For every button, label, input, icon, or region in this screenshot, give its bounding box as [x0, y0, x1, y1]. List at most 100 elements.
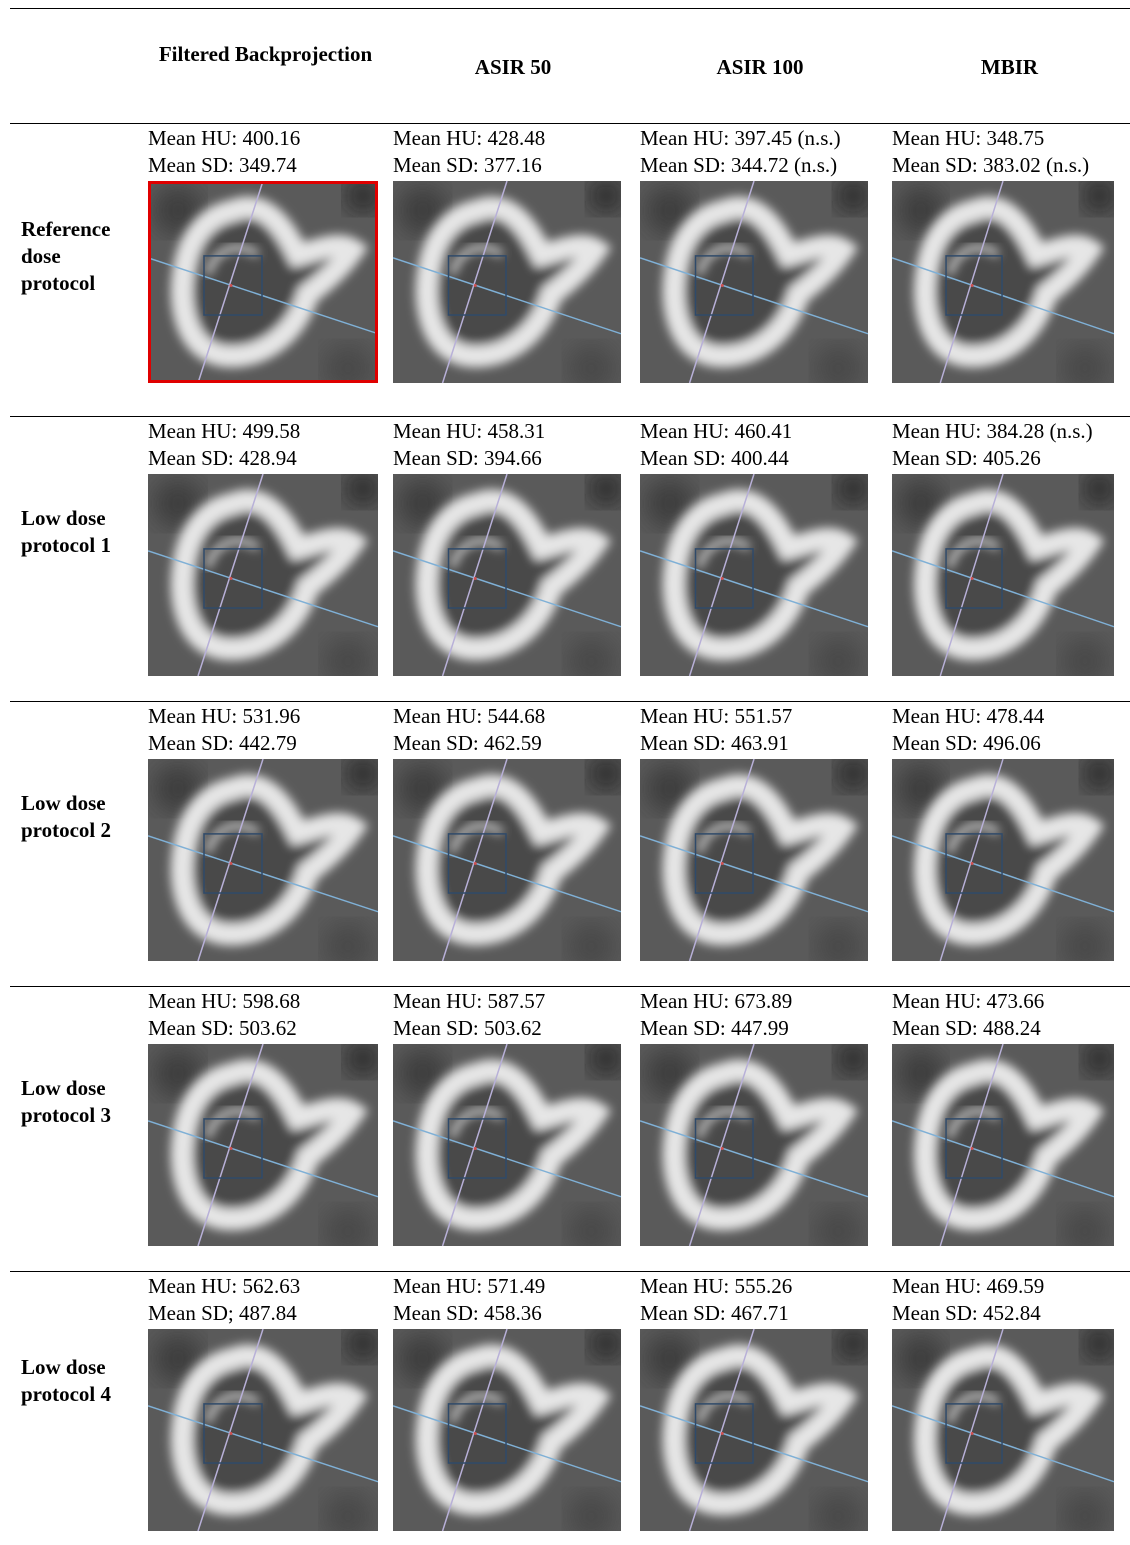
- ct-slice: [892, 759, 1114, 961]
- cell: Mean HU: 460.41Mean SD: 400.44: [640, 418, 880, 676]
- mean-hu: Mean HU: 551.57: [640, 703, 880, 730]
- rule: [10, 123, 1130, 124]
- mean-sd: Mean SD: 503.62: [148, 1015, 383, 1042]
- ct-slice: [640, 1044, 868, 1246]
- ct-slice: [148, 759, 378, 961]
- mean-hu: Mean HU: 571.49: [393, 1273, 633, 1300]
- ct-image: [393, 759, 621, 961]
- mean-sd: Mean SD: 488.24: [892, 1015, 1127, 1042]
- row-label: Low dose protocol 3: [21, 1075, 133, 1129]
- ct-image: [640, 759, 868, 961]
- mean-sd: Mean SD: 467.71: [640, 1300, 880, 1327]
- row-label: Low dose protocol 1: [21, 505, 133, 559]
- ct-image: [640, 1329, 868, 1531]
- ct-slice: [393, 1329, 621, 1531]
- column-header: Filtered Backprojection: [148, 40, 383, 68]
- ct-slice: [892, 1044, 1114, 1246]
- mean-sd: Mean SD: 377.16: [393, 152, 633, 179]
- ct-slice: [393, 474, 621, 676]
- mean-hu: Mean HU: 473.66: [892, 988, 1127, 1015]
- cell: Mean HU: 384.28 (n.s.)Mean SD: 405.26: [892, 418, 1127, 676]
- ct-image: [148, 181, 378, 383]
- ct-slice: [640, 474, 868, 676]
- ct-image: [148, 1044, 378, 1246]
- mean-sd: Mean SD; 487.84: [148, 1300, 383, 1327]
- ct-image: [393, 1044, 621, 1246]
- ct-image: [892, 181, 1114, 383]
- ct-slice: [892, 474, 1114, 676]
- mean-hu: Mean HU: 458.31: [393, 418, 633, 445]
- cell: Mean HU: 397.45 (n.s.)Mean SD: 344.72 (n…: [640, 125, 880, 383]
- ct-image: [892, 759, 1114, 961]
- mean-hu: Mean HU: 598.68: [148, 988, 383, 1015]
- mean-sd: Mean SD: 463.91: [640, 730, 880, 757]
- ct-image: [148, 759, 378, 961]
- mean-hu: Mean HU: 555.26: [640, 1273, 880, 1300]
- ct-image: [892, 474, 1114, 676]
- mean-sd: Mean SD: 400.44: [640, 445, 880, 472]
- ct-slice: [892, 181, 1114, 383]
- ct-slice: [148, 1329, 378, 1531]
- ct-image: [892, 1329, 1114, 1531]
- ct-slice: [393, 181, 621, 383]
- mean-hu: Mean HU: 531.96: [148, 703, 383, 730]
- mean-hu: Mean HU: 384.28 (n.s.): [892, 418, 1127, 445]
- ct-slice: [640, 1329, 868, 1531]
- mean-sd: Mean SD: 394.66: [393, 445, 633, 472]
- ct-slice: [393, 759, 621, 961]
- mean-sd: Mean SD: 344.72 (n.s.): [640, 152, 880, 179]
- mean-hu: Mean HU: 428.48: [393, 125, 633, 152]
- mean-sd: Mean SD: 452.84: [892, 1300, 1127, 1327]
- ct-image: [640, 1044, 868, 1246]
- rule: [10, 1271, 1130, 1272]
- cell: Mean HU: 499.58Mean SD: 428.94: [148, 418, 383, 676]
- column-header: MBIR: [892, 53, 1127, 81]
- mean-sd: Mean SD: 383.02 (n.s.): [892, 152, 1127, 179]
- mean-hu: Mean HU: 478.44: [892, 703, 1127, 730]
- ct-slice: [640, 181, 868, 383]
- ct-image: [892, 1044, 1114, 1246]
- mean-sd: Mean SD: 458.36: [393, 1300, 633, 1327]
- row-label: Low dose protocol 2: [21, 790, 133, 844]
- mean-hu: Mean HU: 400.16: [148, 125, 383, 152]
- row-label: Reference dose protocol: [21, 216, 133, 297]
- mean-hu: Mean HU: 397.45 (n.s.): [640, 125, 880, 152]
- mean-hu: Mean HU: 562.63: [148, 1273, 383, 1300]
- column-header: ASIR 100: [640, 53, 880, 81]
- ct-slice: [640, 759, 868, 961]
- mean-sd: Mean SD: 462.59: [393, 730, 633, 757]
- mean-hu: Mean HU: 544.68: [393, 703, 633, 730]
- mean-hu: Mean HU: 469.59: [892, 1273, 1127, 1300]
- cell: Mean HU: 587.57Mean SD: 503.62: [393, 988, 633, 1246]
- mean-hu: Mean HU: 348.75: [892, 125, 1127, 152]
- mean-sd: Mean SD: 428.94: [148, 445, 383, 472]
- row-label: Low dose protocol 4: [21, 1354, 133, 1408]
- ct-image: [393, 181, 621, 383]
- rule: [10, 986, 1130, 987]
- ct-image: [148, 1329, 378, 1531]
- rule: [10, 8, 1130, 9]
- rule: [10, 416, 1130, 417]
- mean-hu: Mean HU: 673.89: [640, 988, 880, 1015]
- ct-image: [148, 474, 378, 676]
- figure-table: Filtered BackprojectionASIR 50ASIR 100MB…: [0, 0, 1130, 1545]
- mean-sd: Mean SD: 405.26: [892, 445, 1127, 472]
- ct-image: [393, 1329, 621, 1531]
- mean-sd: Mean SD: 496.06: [892, 730, 1127, 757]
- mean-sd: Mean SD: 447.99: [640, 1015, 880, 1042]
